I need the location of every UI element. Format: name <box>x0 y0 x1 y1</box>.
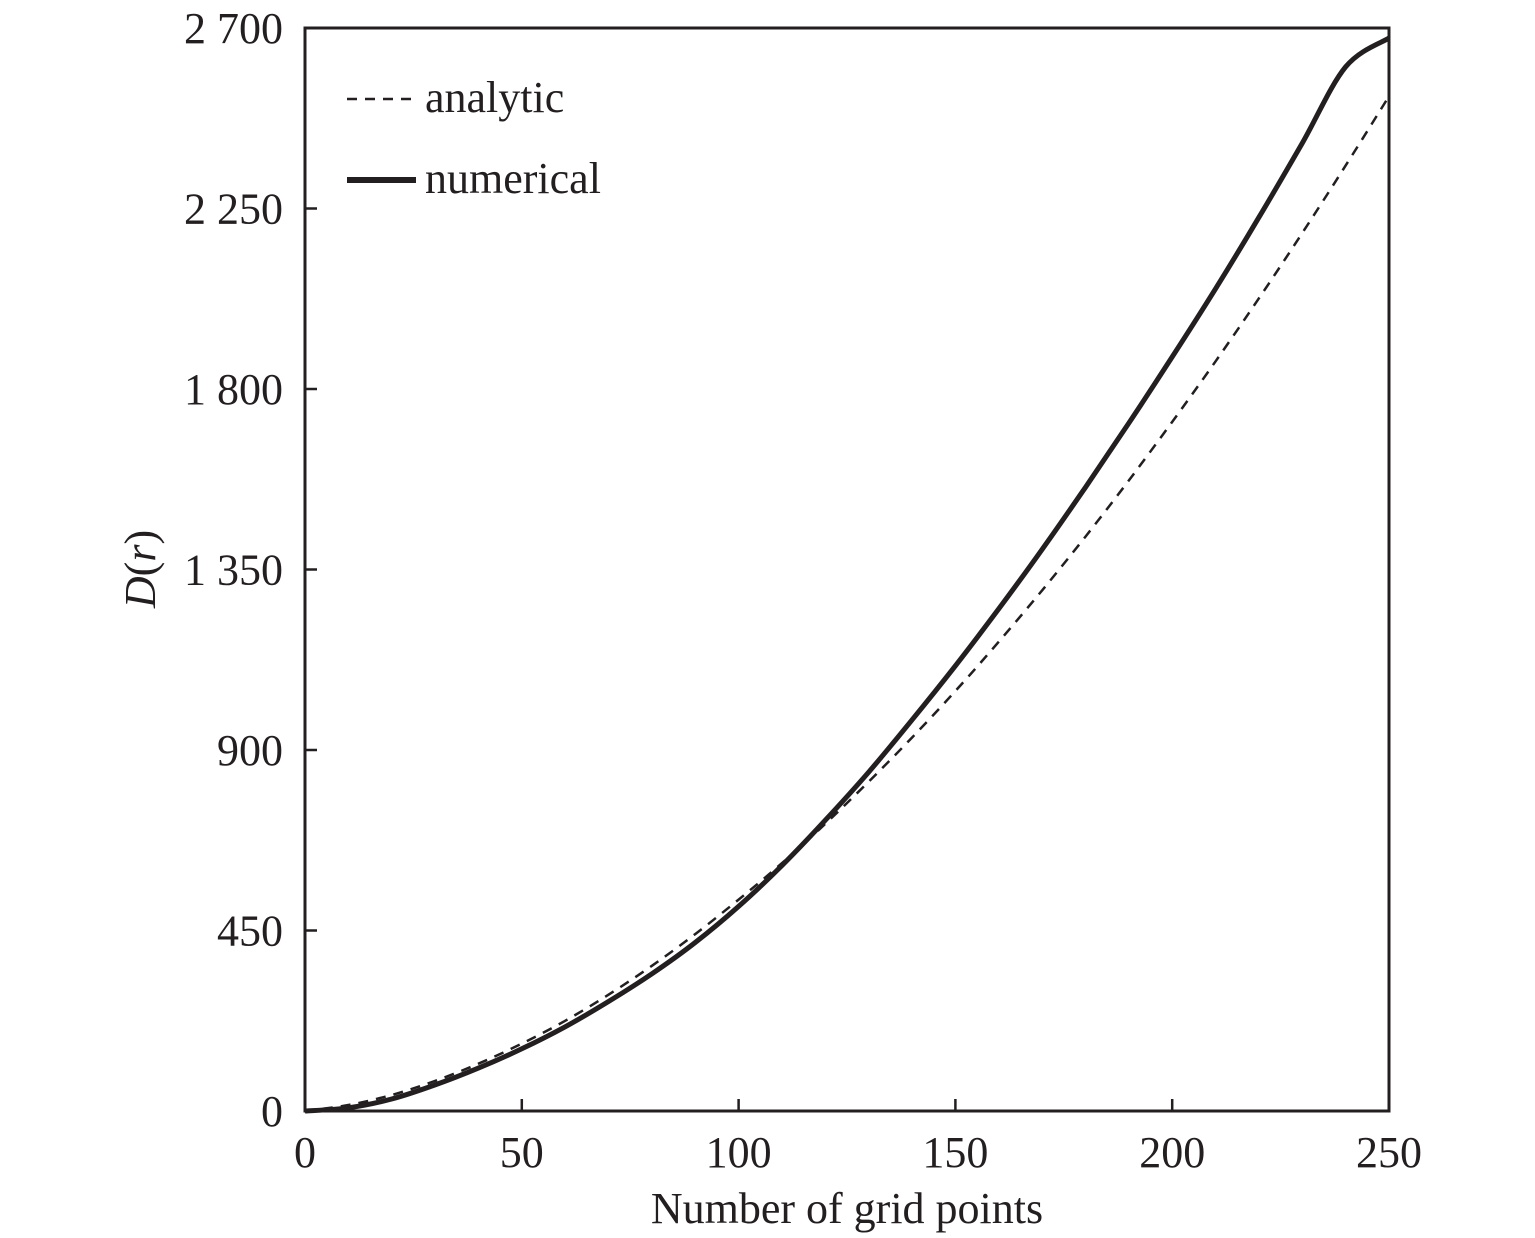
x-axis-title: Number of grid points <box>651 1184 1043 1233</box>
x-tick-label: 100 <box>706 1128 772 1177</box>
y-tick-label: 900 <box>217 726 283 775</box>
y-axis-title: D(r) <box>116 530 165 609</box>
series-layer <box>304 35 1391 1114</box>
y-tick-label: 2 250 <box>184 185 283 234</box>
y-tick-label: 1 800 <box>184 365 283 414</box>
y-tick-label: 450 <box>217 907 283 956</box>
legend-label-numerical: numerical <box>425 154 601 203</box>
y-axis-title-var: D <box>116 576 165 609</box>
y-axis-title-arg: r <box>116 544 165 562</box>
series-line-numerical <box>304 35 1391 1114</box>
legend-label-analytic: analytic <box>425 73 564 122</box>
y-axis-title-open: ( <box>116 562 165 577</box>
x-tick-label: 250 <box>1356 1128 1422 1177</box>
x-tick-label: 150 <box>922 1128 988 1177</box>
series-line-analytic <box>304 95 1391 1113</box>
y-tick-label: 2 700 <box>184 4 283 53</box>
x-tick-label: 0 <box>294 1128 316 1177</box>
legend: analytic numerical <box>347 73 601 203</box>
x-tick-label: 200 <box>1139 1128 1205 1177</box>
x-axis: 0 50 100 150 200 250 <box>294 1099 1422 1177</box>
y-axis-title-close: ) <box>116 530 165 545</box>
y-tick-label: 1 350 <box>184 546 283 595</box>
x-tick-label: 50 <box>500 1128 544 1177</box>
y-tick-label: 0 <box>261 1087 283 1136</box>
y-axis: 0 450 900 1 350 1 800 2 250 2 700 <box>184 4 317 1136</box>
